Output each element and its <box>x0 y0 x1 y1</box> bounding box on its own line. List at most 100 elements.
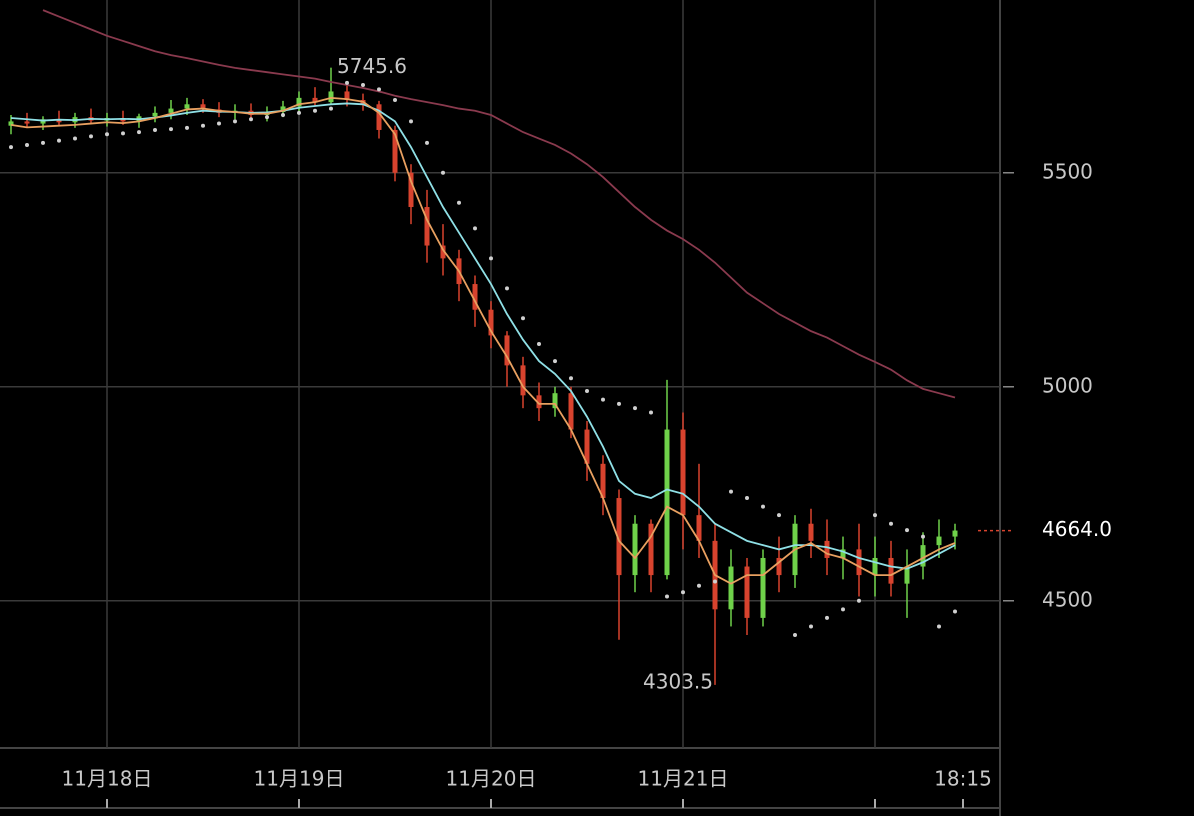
last-price-label: 4664.0 <box>1042 517 1112 541</box>
candle-body <box>296 97 302 107</box>
sar-dot <box>185 125 189 130</box>
candle-body <box>344 91 350 101</box>
sar-dot <box>521 316 525 321</box>
candle-body <box>904 566 910 584</box>
candle-body <box>744 566 750 618</box>
sar-dot <box>809 624 813 629</box>
sar-dot <box>201 123 205 128</box>
candle-body <box>200 104 206 110</box>
sar-dot <box>345 80 349 85</box>
sar-dot <box>889 521 893 526</box>
candle-body <box>600 463 606 499</box>
ma-line <box>10 102 956 570</box>
sar-dot <box>681 590 685 595</box>
x-tick-label: 11月20日 <box>446 767 537 791</box>
sar-dot <box>745 496 749 501</box>
sar-dot <box>9 145 13 150</box>
sar-dot <box>553 359 557 364</box>
sar-dot <box>137 130 141 135</box>
candle-body <box>632 523 638 576</box>
sar-dot <box>217 121 221 126</box>
sar-dot <box>393 98 397 103</box>
sar-dot <box>905 528 909 533</box>
candle-body <box>824 540 830 558</box>
candle-body <box>472 284 478 310</box>
candle-body <box>56 119 62 123</box>
high-annotation: 5745.6 <box>337 54 407 78</box>
sar-dot <box>329 106 333 111</box>
ma-line <box>10 96 956 585</box>
candle-body <box>760 557 766 618</box>
sar-dot <box>937 624 941 629</box>
sar-dot <box>953 609 957 614</box>
candle-body <box>24 121 30 124</box>
candle-body <box>424 207 430 246</box>
candle-body <box>184 104 190 109</box>
sar-dot <box>793 633 797 638</box>
sar-dot <box>841 607 845 612</box>
candle-body <box>616 498 622 576</box>
sar-dot <box>441 170 445 175</box>
candle-body <box>520 365 526 396</box>
candle-body <box>888 557 894 584</box>
sar-dot <box>425 140 429 145</box>
sar-dot <box>569 376 573 381</box>
candle-body <box>776 557 782 576</box>
sar-dot <box>665 594 669 599</box>
sar-dot <box>457 200 461 205</box>
x-tick-label: 11月21日 <box>638 767 729 791</box>
candle-body <box>584 429 590 464</box>
sar-dot <box>361 83 365 88</box>
candle-body <box>152 112 158 117</box>
sar-dot <box>233 119 237 124</box>
sar-dot <box>921 534 925 539</box>
sar-dot <box>505 286 509 291</box>
sar-dot <box>729 489 733 494</box>
sar-dot <box>297 110 301 115</box>
candle-body <box>728 566 734 610</box>
candle-body <box>392 129 398 173</box>
low-annotation: 4303.5 <box>643 669 713 693</box>
candle-body <box>840 549 846 558</box>
y-tick-label: 4500 <box>1042 587 1093 611</box>
candle-body <box>936 536 942 546</box>
sar-dot <box>89 134 93 139</box>
sar-dot <box>105 132 109 137</box>
sar-dot <box>697 583 701 588</box>
candle-body <box>552 393 558 409</box>
sar-dot <box>153 127 157 132</box>
sar-dot <box>73 136 77 141</box>
candle-body <box>488 309 494 336</box>
sar-dot <box>857 598 861 603</box>
sar-dot <box>585 389 589 394</box>
sar-dot <box>121 131 125 136</box>
sar-dot <box>25 142 29 147</box>
sar-dot <box>41 140 45 145</box>
candle-body <box>408 172 414 208</box>
sar-dot <box>761 504 765 509</box>
candle-body <box>440 245 446 259</box>
sar-dot <box>57 138 61 143</box>
candle-body <box>536 395 542 409</box>
sar-dot <box>313 108 317 113</box>
sar-dot <box>537 341 541 346</box>
x-tick-label: 11月18日 <box>62 767 153 791</box>
candle-body <box>808 523 814 541</box>
sar-dot <box>377 87 381 92</box>
candle-body <box>648 523 654 576</box>
x-tick-label: 18:15 <box>934 767 992 791</box>
candle-body <box>952 530 958 537</box>
candle-body <box>280 106 286 112</box>
candle-body <box>568 393 574 430</box>
sar-dot <box>473 226 477 231</box>
y-tick-label: 5000 <box>1042 373 1093 397</box>
sar-dot <box>281 112 285 117</box>
y-tick-label: 5500 <box>1042 159 1093 183</box>
sar-dot <box>649 410 653 415</box>
candle-body <box>312 97 318 103</box>
sar-dot <box>617 401 621 406</box>
candle-body <box>504 335 510 366</box>
x-tick-label: 11月19日 <box>254 767 345 791</box>
